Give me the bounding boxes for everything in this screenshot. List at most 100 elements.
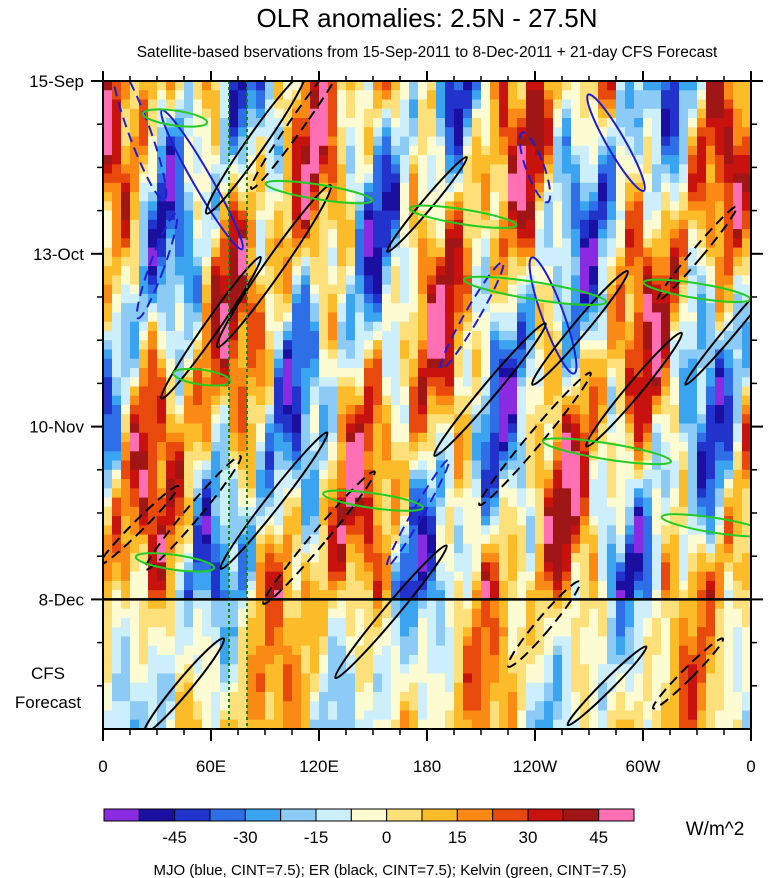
anomaly-cell [175,414,185,425]
anomaly-cell [454,358,464,369]
anomaly-cell [166,701,176,712]
anomaly-cell [454,580,464,591]
anomaly-cell [679,312,689,323]
anomaly-cell [607,108,617,119]
anomaly-cell [508,210,518,221]
anomaly-cell [373,266,383,276]
anomaly-cell [427,432,437,443]
anomaly-cell [274,423,284,434]
anomaly-cell [382,340,392,351]
anomaly-cell [625,460,635,471]
anomaly-cell [346,691,356,702]
anomaly-cell [499,118,509,128]
anomaly-cell [283,645,293,656]
anomaly-cell [382,636,392,647]
anomaly-cell [634,516,644,526]
anomaly-cell [742,219,751,230]
anomaly-cell [238,506,248,517]
anomaly-cell [373,451,383,462]
anomaly-cell [346,395,356,406]
anomaly-cell [742,432,751,443]
anomaly-cell [670,108,680,119]
anomaly-cell [301,386,311,397]
anomaly-cell [202,182,212,193]
anomaly-cell [346,627,356,638]
anomaly-cell [346,238,356,249]
anomaly-cell [679,673,689,684]
anomaly-cell [301,367,311,378]
anomaly-cell [553,182,563,193]
anomaly-cell [319,192,329,202]
anomaly-cell [688,155,698,165]
anomaly-cell [247,562,257,573]
anomaly-cell [589,469,599,480]
anomaly-cell [625,506,635,517]
anomaly-cell [472,664,482,675]
anomaly-cell [283,636,293,647]
anomaly-cell [643,367,653,378]
anomaly-cell [688,636,698,647]
anomaly-cell [202,173,212,184]
anomaly-cell [508,442,518,452]
anomaly-cell [184,460,194,471]
anomaly-cell [373,219,383,230]
anomaly-cell [112,395,122,406]
anomaly-cell [193,266,203,276]
anomaly-cell [472,386,482,397]
anomaly-cell [346,145,356,156]
anomaly-cell [607,192,617,202]
anomaly-cell [211,451,221,462]
anomaly-cell [202,525,212,536]
anomaly-cell [589,590,599,600]
anomaly-cell [346,293,356,304]
anomaly-cell [157,599,167,610]
anomaly-cell [742,293,751,304]
anomaly-cell [589,405,599,415]
anomaly-cell [544,414,554,425]
anomaly-cell [688,590,698,600]
anomaly-cell [229,229,239,239]
anomaly-cell [247,293,257,304]
anomaly-cell [706,192,716,202]
anomaly-cell [175,312,185,323]
anomaly-cell [292,127,302,138]
anomaly-cell [274,654,284,665]
anomaly-cell [364,303,374,314]
anomaly-cell [562,145,572,156]
anomaly-cell [535,386,545,397]
anomaly-cell [166,654,176,665]
anomaly-cell [220,210,230,221]
anomaly-cell [391,266,401,276]
anomaly-cell [535,701,545,712]
anomaly-cell [175,562,185,573]
anomaly-cell [400,571,410,582]
anomaly-cell [148,497,158,508]
anomaly-cell [544,562,554,573]
anomaly-cell [742,497,751,508]
anomaly-cell [292,229,302,239]
anomaly-cell [355,238,365,249]
anomaly-cell [580,627,590,638]
anomaly-cell [382,405,392,415]
anomaly-cell [427,627,437,638]
anomaly-cell [544,469,554,480]
anomaly-cell [598,682,608,693]
anomaly-cell [274,543,284,554]
anomaly-cell [265,275,275,286]
anomaly-cell [589,256,599,267]
anomaly-cell [256,136,266,147]
anomaly-cell [535,145,545,156]
anomaly-cell [373,395,383,406]
anomaly-cell [616,247,626,258]
anomaly-cell [526,599,536,610]
anomaly-cell [598,118,608,128]
anomaly-cell [175,719,185,729]
anomaly-cell [418,451,428,462]
anomaly-cell [427,405,437,415]
anomaly-cell [733,460,743,471]
anomaly-cell [121,192,131,202]
anomaly-cell [697,654,707,665]
anomaly-cell [679,691,689,702]
anomaly-cell [571,266,581,276]
anomaly-cell [337,395,347,406]
